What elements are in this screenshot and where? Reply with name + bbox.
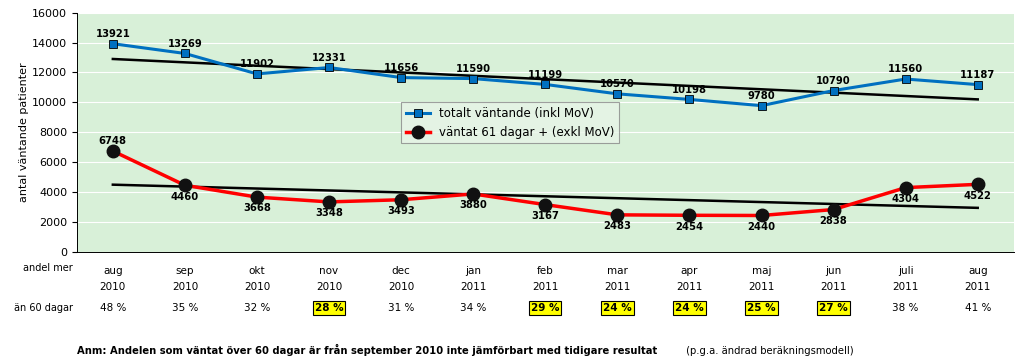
Text: 29 %: 29 %: [531, 303, 559, 313]
Text: 2011: 2011: [604, 282, 631, 292]
Text: 38 %: 38 %: [893, 303, 919, 313]
Text: jan: jan: [465, 266, 481, 276]
Text: 2010: 2010: [172, 282, 198, 292]
Text: 35 %: 35 %: [172, 303, 198, 313]
Text: 3880: 3880: [460, 200, 487, 210]
Text: 2011: 2011: [532, 282, 558, 292]
Text: 34 %: 34 %: [460, 303, 486, 313]
Text: 2010: 2010: [244, 282, 270, 292]
Text: 41 %: 41 %: [965, 303, 991, 313]
Text: 3348: 3348: [315, 208, 343, 218]
Text: andel mer: andel mer: [23, 263, 73, 273]
Text: 2454: 2454: [676, 221, 703, 231]
Text: 12331: 12331: [311, 53, 346, 63]
Text: dec: dec: [392, 266, 411, 276]
Text: 3668: 3668: [243, 203, 271, 213]
Text: 2483: 2483: [603, 221, 631, 231]
Text: 2011: 2011: [749, 282, 775, 292]
Text: 31 %: 31 %: [388, 303, 415, 313]
Text: maj: maj: [752, 266, 771, 276]
Text: nov: nov: [319, 266, 339, 276]
Text: 3167: 3167: [531, 211, 559, 221]
Text: 27 %: 27 %: [819, 303, 848, 313]
Text: okt: okt: [249, 266, 265, 276]
Text: aug: aug: [968, 266, 987, 276]
Text: än 60 dagar: än 60 dagar: [13, 303, 73, 313]
Text: 24 %: 24 %: [675, 303, 703, 313]
Text: 48 %: 48 %: [99, 303, 126, 313]
Text: 2011: 2011: [820, 282, 847, 292]
Text: (p.g.a. ändrad beräkningsmodell): (p.g.a. ändrad beräkningsmodell): [683, 346, 854, 356]
Text: 4304: 4304: [892, 194, 920, 204]
Text: 13921: 13921: [95, 29, 130, 39]
Text: 3493: 3493: [387, 206, 415, 216]
Text: 11199: 11199: [527, 69, 563, 80]
Text: 4522: 4522: [964, 191, 991, 201]
Text: 11560: 11560: [888, 64, 924, 74]
Text: 24 %: 24 %: [603, 303, 632, 313]
Text: 11187: 11187: [961, 70, 995, 80]
Text: 28 %: 28 %: [314, 303, 343, 313]
Text: 2010: 2010: [316, 282, 342, 292]
Text: 9780: 9780: [748, 91, 775, 101]
Text: feb: feb: [537, 266, 554, 276]
Text: 10790: 10790: [816, 76, 851, 86]
Legend: totalt väntande (inkl MoV), väntat 61 dagar + (exkl MoV): totalt väntande (inkl MoV), väntat 61 da…: [401, 102, 620, 143]
Text: 13269: 13269: [168, 39, 203, 49]
Text: 2011: 2011: [965, 282, 991, 292]
Text: apr: apr: [681, 266, 698, 276]
Y-axis label: antal väntande patienter: antal väntande patienter: [19, 63, 29, 202]
Text: 2010: 2010: [388, 282, 415, 292]
Text: Anm: Andelen som väntat över 60 dagar är från september 2010 inte jämförbart med: Anm: Andelen som väntat över 60 dagar är…: [77, 343, 657, 356]
Text: 2011: 2011: [460, 282, 486, 292]
Text: 4460: 4460: [171, 192, 199, 202]
Text: sep: sep: [176, 266, 195, 276]
Text: 10198: 10198: [672, 85, 707, 95]
Text: 11902: 11902: [240, 59, 274, 69]
Text: 2838: 2838: [819, 216, 848, 226]
Text: 2011: 2011: [893, 282, 919, 292]
Text: 10570: 10570: [600, 79, 635, 89]
Text: 2440: 2440: [748, 222, 775, 232]
Text: juli: juli: [898, 266, 913, 276]
Text: aug: aug: [103, 266, 123, 276]
Text: 25 %: 25 %: [748, 303, 776, 313]
Text: 11590: 11590: [456, 64, 490, 74]
Text: 2011: 2011: [676, 282, 702, 292]
Text: 6748: 6748: [99, 136, 127, 146]
Text: 11656: 11656: [384, 63, 419, 73]
Text: mar: mar: [607, 266, 628, 276]
Text: 2010: 2010: [99, 282, 126, 292]
Text: jun: jun: [825, 266, 842, 276]
Text: 32 %: 32 %: [244, 303, 270, 313]
